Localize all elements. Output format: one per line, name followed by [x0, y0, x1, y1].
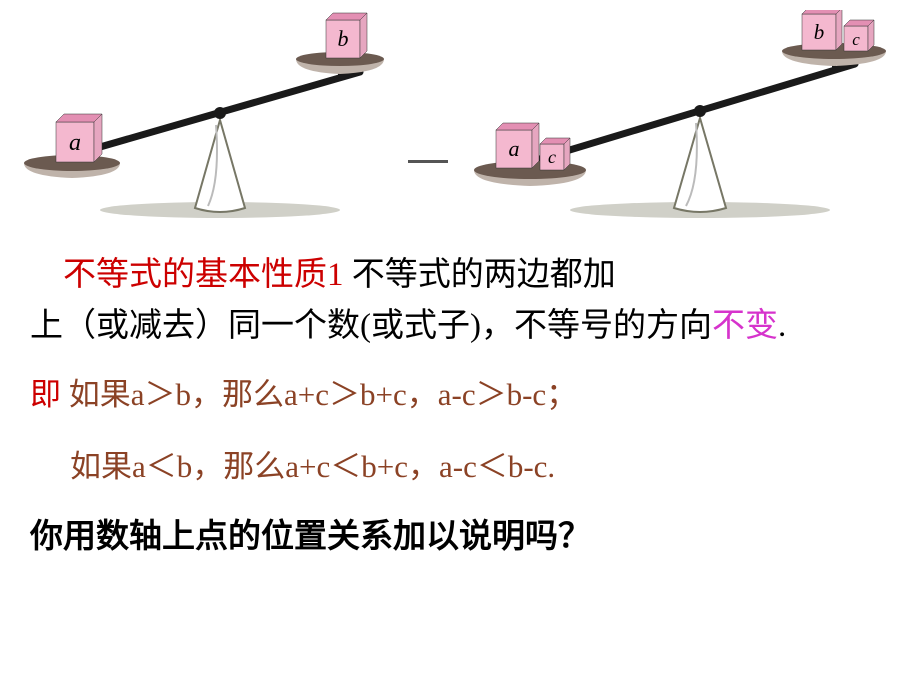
- block-b2-label: b: [814, 20, 825, 44]
- block-a-label: a: [69, 130, 81, 156]
- block-c2-label: c: [852, 30, 860, 49]
- divider-dash: [408, 160, 448, 163]
- scale-left: a b: [20, 10, 400, 220]
- question-text: 你用数轴上点的位置关系加以说明吗？: [30, 519, 591, 555]
- example-line-1: 即 如果a＞b，那么a+c＞b+c，a-c＞b-c；: [30, 370, 890, 420]
- block-a2-label: a: [509, 136, 520, 161]
- scales-row: a b: [0, 0, 920, 220]
- line1: 如果a＞b，那么a+c＞b+c，a-c＞b-c；: [69, 377, 577, 412]
- title-red: 不等式的基本性质1: [63, 257, 344, 293]
- block-b-label: b: [338, 26, 349, 51]
- title-end: .: [778, 308, 786, 344]
- block-c1-label: c: [548, 147, 556, 167]
- text-block: 不等式的基本性质1 不等式的两边都加上（或减去）同一个数(或式子)，不等号的方向…: [0, 250, 920, 563]
- line2: 如果a＜b，那么a+c＜b+c，a-c＜b-c.: [70, 449, 555, 484]
- title-rest1: 不等式的两边都加: [344, 257, 616, 293]
- title-rest2: 上（或减去）同一个数(或式子)，不等号的方向: [30, 308, 712, 344]
- question: 你用数轴上点的位置关系加以说明吗？: [30, 513, 890, 563]
- example-line-2: 如果a＜b，那么a+c＜b+c，a-c＜b-c.: [30, 442, 890, 492]
- ji: 即: [30, 377, 69, 412]
- scale-right: a c b: [460, 10, 900, 220]
- property-statement: 不等式的基本性质1 不等式的两边都加上（或减去）同一个数(或式子)，不等号的方向…: [30, 250, 890, 352]
- title-pink: 不变: [712, 308, 778, 344]
